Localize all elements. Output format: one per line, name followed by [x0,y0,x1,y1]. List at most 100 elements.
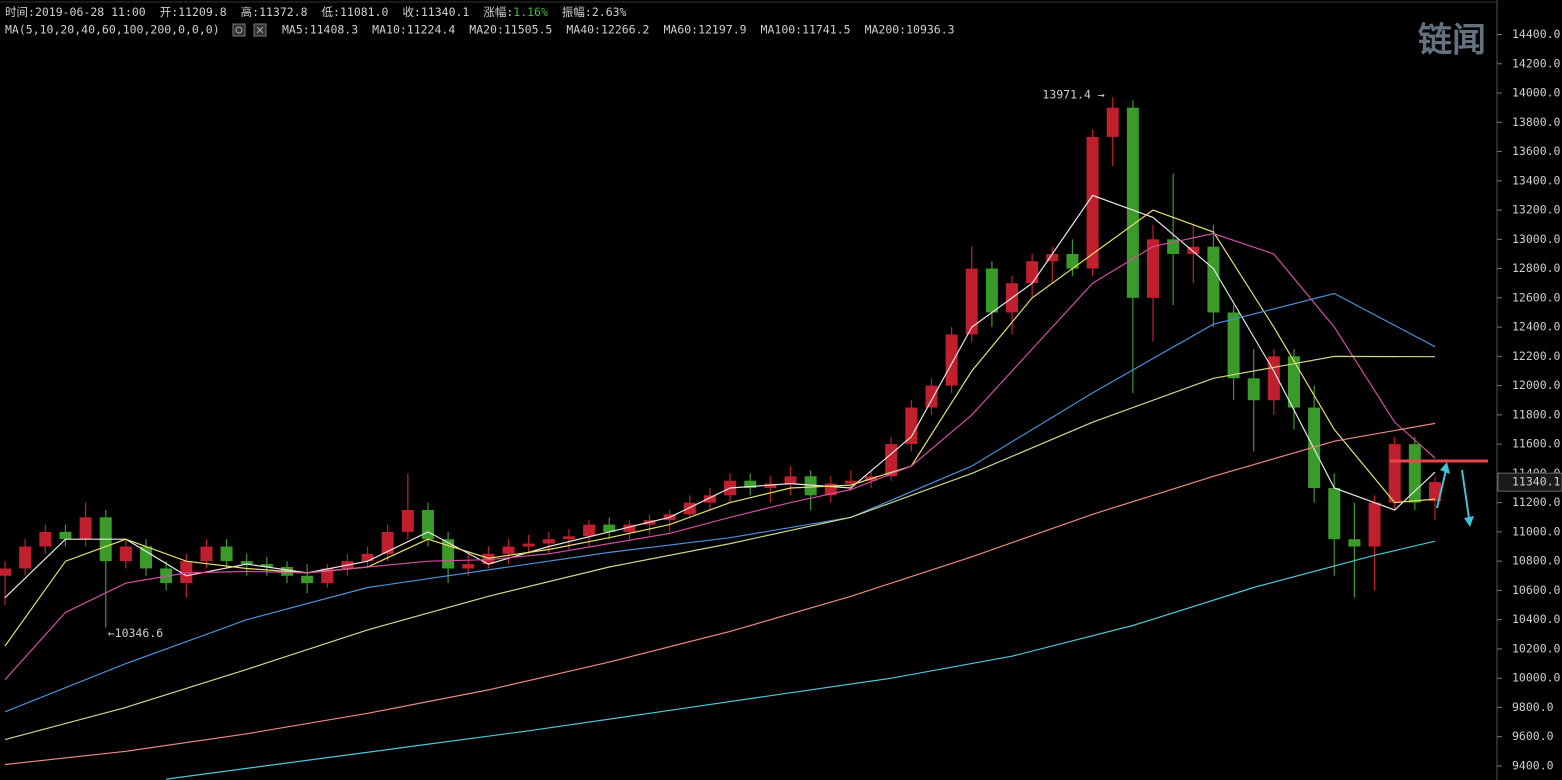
candle-body [19,546,32,569]
info-value: 11209.8 [178,5,227,19]
candle-body [240,561,253,565]
candle-body [824,483,837,496]
ma-line [4,232,1436,681]
y-tick-label: 12800.0 [1512,261,1561,275]
candle-body [220,546,233,562]
y-tick-label: 10200.0 [1512,641,1561,655]
candle-body [844,480,857,484]
ma-line [4,355,1436,741]
candle-body [603,524,616,532]
annotation: 13971.4 → [1042,88,1104,102]
y-tick-label: 12000.0 [1512,378,1561,392]
annotation: ←10346.6 [108,626,163,640]
candle-body [804,476,817,496]
candle-body [1348,539,1361,547]
ma-line [4,422,1436,766]
candle-body [1147,239,1160,298]
info-value: 11372.8 [259,5,308,19]
candle-body [623,524,636,532]
candle-body [321,568,334,584]
candle-body [1046,253,1059,262]
y-tick-label: 13600.0 [1512,144,1561,158]
ma-line [4,292,1436,713]
candle-body [905,407,918,445]
legend-entry: MA40:12266.2 [566,23,649,37]
settings-icon[interactable] [232,23,246,37]
candle-body [542,539,555,544]
candle-body [1287,356,1300,408]
info-item: 高:11372.8 [241,5,308,19]
legend-entry: MA100:11741.5 [761,23,851,37]
candle-body [744,480,757,489]
candle-body [1187,246,1200,254]
y-tick-label: 11000.0 [1512,524,1561,538]
candle-body [885,444,898,477]
y-tick-label: 9400.0 [1512,758,1554,772]
y-tick-label: 10600.0 [1512,583,1561,597]
candle-body [1066,253,1079,269]
info-label: 收: [402,5,420,19]
info-label: 低: [322,5,340,19]
y-tick-label: 12200.0 [1512,349,1561,363]
y-tick-label: 11800.0 [1512,407,1561,421]
ma-line [4,194,1436,599]
candle-body [1106,107,1119,137]
y-tick-label: 13800.0 [1512,115,1561,129]
info-label: 高: [241,5,259,19]
legend-entry: MA10:11224.4 [372,23,455,37]
legend-entry: MA20:11505.5 [469,23,552,37]
candle-body [1086,136,1099,269]
info-item: 振幅:2.63% [562,5,627,19]
drawn-arrow-up [1436,469,1447,509]
candle-body [945,334,958,386]
candle-body [140,546,153,569]
close-icon-glyph [256,26,264,34]
candle-body [683,502,696,515]
y-tick-label: 11600.0 [1512,437,1561,451]
header: 时间:2019-06-28 11:00 开:11209.8 高:11372.8 低:1… [5,5,627,19]
settings-icon-glyph [235,26,243,34]
candle-body [401,509,414,532]
candle-body [1126,107,1139,298]
info-value: 1.16% [513,5,548,19]
candle-body [462,564,475,569]
y-tick-label: 14400.0 [1512,27,1561,41]
candle-body [482,553,495,565]
candle-body [583,524,596,537]
y-tick-label: 12600.0 [1512,290,1561,304]
candle-body [0,568,12,576]
y-tick-label: 9600.0 [1512,729,1554,743]
candle-body [1026,261,1039,284]
info-item: 收:11340.1 [402,5,469,19]
legend-entry: MA60:12197.9 [663,23,746,37]
ma-line [166,540,1436,780]
candle-body [764,483,777,489]
y-tick-label: 10000.0 [1512,671,1561,685]
legend-entry: MA200:10936.3 [865,23,955,37]
info-label: 振幅: [562,5,592,19]
info-value: 2.63% [592,5,627,19]
y-tick-label: 14000.0 [1512,86,1561,100]
info-item: 时间:2019-06-28 11:00 [5,5,146,19]
candle-body [301,575,314,584]
candle-body [59,531,72,540]
info-label: 开: [160,5,178,19]
candle-body [985,268,998,313]
candle-body [381,531,394,554]
y-tick-label: 13000.0 [1512,232,1561,246]
info-value: 11081.0 [340,5,389,19]
legend: MA5:11408.3 MA10:11224.4 MA20:11505.5 MA40:… [282,23,955,37]
candle-body [502,546,515,554]
y-tick-label: 11200.0 [1512,495,1561,509]
candle-body [119,546,132,562]
drawn-arrow-down [1461,469,1470,519]
candle-body [925,385,938,408]
candle-body [1207,246,1220,313]
drawn-arrow-down-head [1464,516,1474,527]
info-label: 涨幅: [483,5,513,19]
drawn-arrow-up-head [1440,462,1450,474]
ma-line [4,209,1436,647]
info-value: 11340.1 [421,5,470,19]
